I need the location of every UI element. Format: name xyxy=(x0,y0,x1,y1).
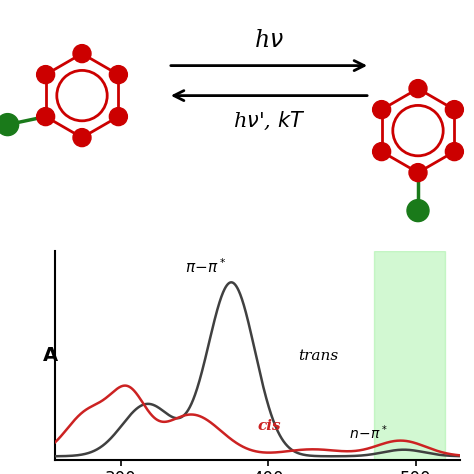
Circle shape xyxy=(0,114,18,136)
Text: trans: trans xyxy=(298,348,338,363)
Text: cis: cis xyxy=(258,419,282,433)
Circle shape xyxy=(373,143,391,161)
Circle shape xyxy=(73,128,91,146)
Text: h$\nu$', $kT$: h$\nu$', $kT$ xyxy=(233,109,305,132)
Circle shape xyxy=(446,143,464,161)
Circle shape xyxy=(73,45,91,63)
Text: h$\nu$: h$\nu$ xyxy=(254,28,284,52)
Circle shape xyxy=(36,108,55,126)
Bar xyxy=(374,251,445,460)
Circle shape xyxy=(446,100,464,118)
Text: $\pi\!-\!\pi^*$: $\pi\!-\!\pi^*$ xyxy=(185,257,228,275)
Circle shape xyxy=(409,164,427,182)
Circle shape xyxy=(36,65,55,83)
Y-axis label: A: A xyxy=(43,346,58,365)
Circle shape xyxy=(109,108,128,126)
Circle shape xyxy=(109,65,128,83)
Circle shape xyxy=(407,200,429,222)
Circle shape xyxy=(373,100,391,118)
Circle shape xyxy=(409,80,427,98)
Text: $n\!-\!\pi^*$: $n\!-\!\pi^*$ xyxy=(349,424,388,442)
